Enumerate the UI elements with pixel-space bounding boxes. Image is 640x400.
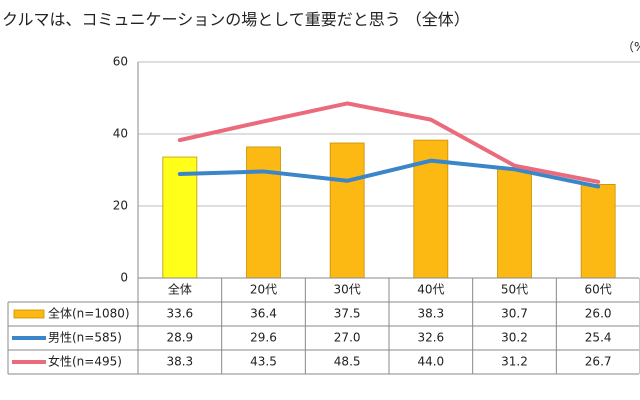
data-label: 32.6 bbox=[417, 331, 444, 345]
x-tick-label: 全体 bbox=[168, 282, 192, 297]
bar bbox=[162, 156, 198, 279]
data-label: 37.5 bbox=[334, 307, 361, 321]
chart-title: クルマは、コミュニケーションの場として重要だと思う （全体） bbox=[2, 10, 470, 29]
data-label: 29.6 bbox=[250, 331, 277, 345]
y-tick-label: 0 bbox=[120, 271, 128, 285]
y-tick-label: 20 bbox=[113, 199, 128, 213]
unit-label: （% bbox=[622, 40, 640, 54]
data-label: 44.0 bbox=[417, 355, 444, 369]
series-line bbox=[177, 101, 601, 184]
data-label: 36.4 bbox=[250, 307, 277, 321]
data-label: 30.2 bbox=[501, 331, 528, 345]
data-label: 43.5 bbox=[250, 355, 277, 369]
data-label: 28.9 bbox=[166, 331, 193, 345]
data-label: 27.0 bbox=[334, 331, 361, 345]
x-tick-label: 30代 bbox=[334, 283, 361, 297]
legend-label: 女性(n=495) bbox=[48, 354, 122, 369]
data-label: 48.5 bbox=[334, 355, 361, 369]
bar bbox=[329, 142, 365, 279]
bar bbox=[246, 146, 281, 279]
y-tick-label: 60 bbox=[113, 55, 128, 69]
data-label: 31.2 bbox=[501, 355, 528, 369]
bar bbox=[580, 183, 616, 279]
data-label: 38.3 bbox=[166, 355, 193, 369]
data-label: 30.7 bbox=[501, 307, 528, 321]
data-label: 33.6 bbox=[166, 307, 193, 321]
series-line bbox=[177, 158, 601, 189]
data-label: 25.4 bbox=[585, 331, 612, 345]
data-label: 26.0 bbox=[585, 307, 612, 321]
legend-key bbox=[13, 309, 45, 319]
data-label: 26.7 bbox=[585, 355, 612, 369]
data-label: 38.3 bbox=[417, 307, 444, 321]
legend-label: 全体(n=1080) bbox=[48, 306, 130, 321]
x-tick-label: 60代 bbox=[585, 283, 612, 297]
bar bbox=[497, 167, 532, 279]
x-tick-label: 20代 bbox=[250, 283, 277, 297]
legend-label: 男性(n=585) bbox=[48, 331, 122, 345]
x-tick-label: 40代 bbox=[417, 283, 444, 297]
x-tick-label: 50代 bbox=[501, 283, 528, 297]
y-tick-label: 40 bbox=[113, 127, 128, 141]
